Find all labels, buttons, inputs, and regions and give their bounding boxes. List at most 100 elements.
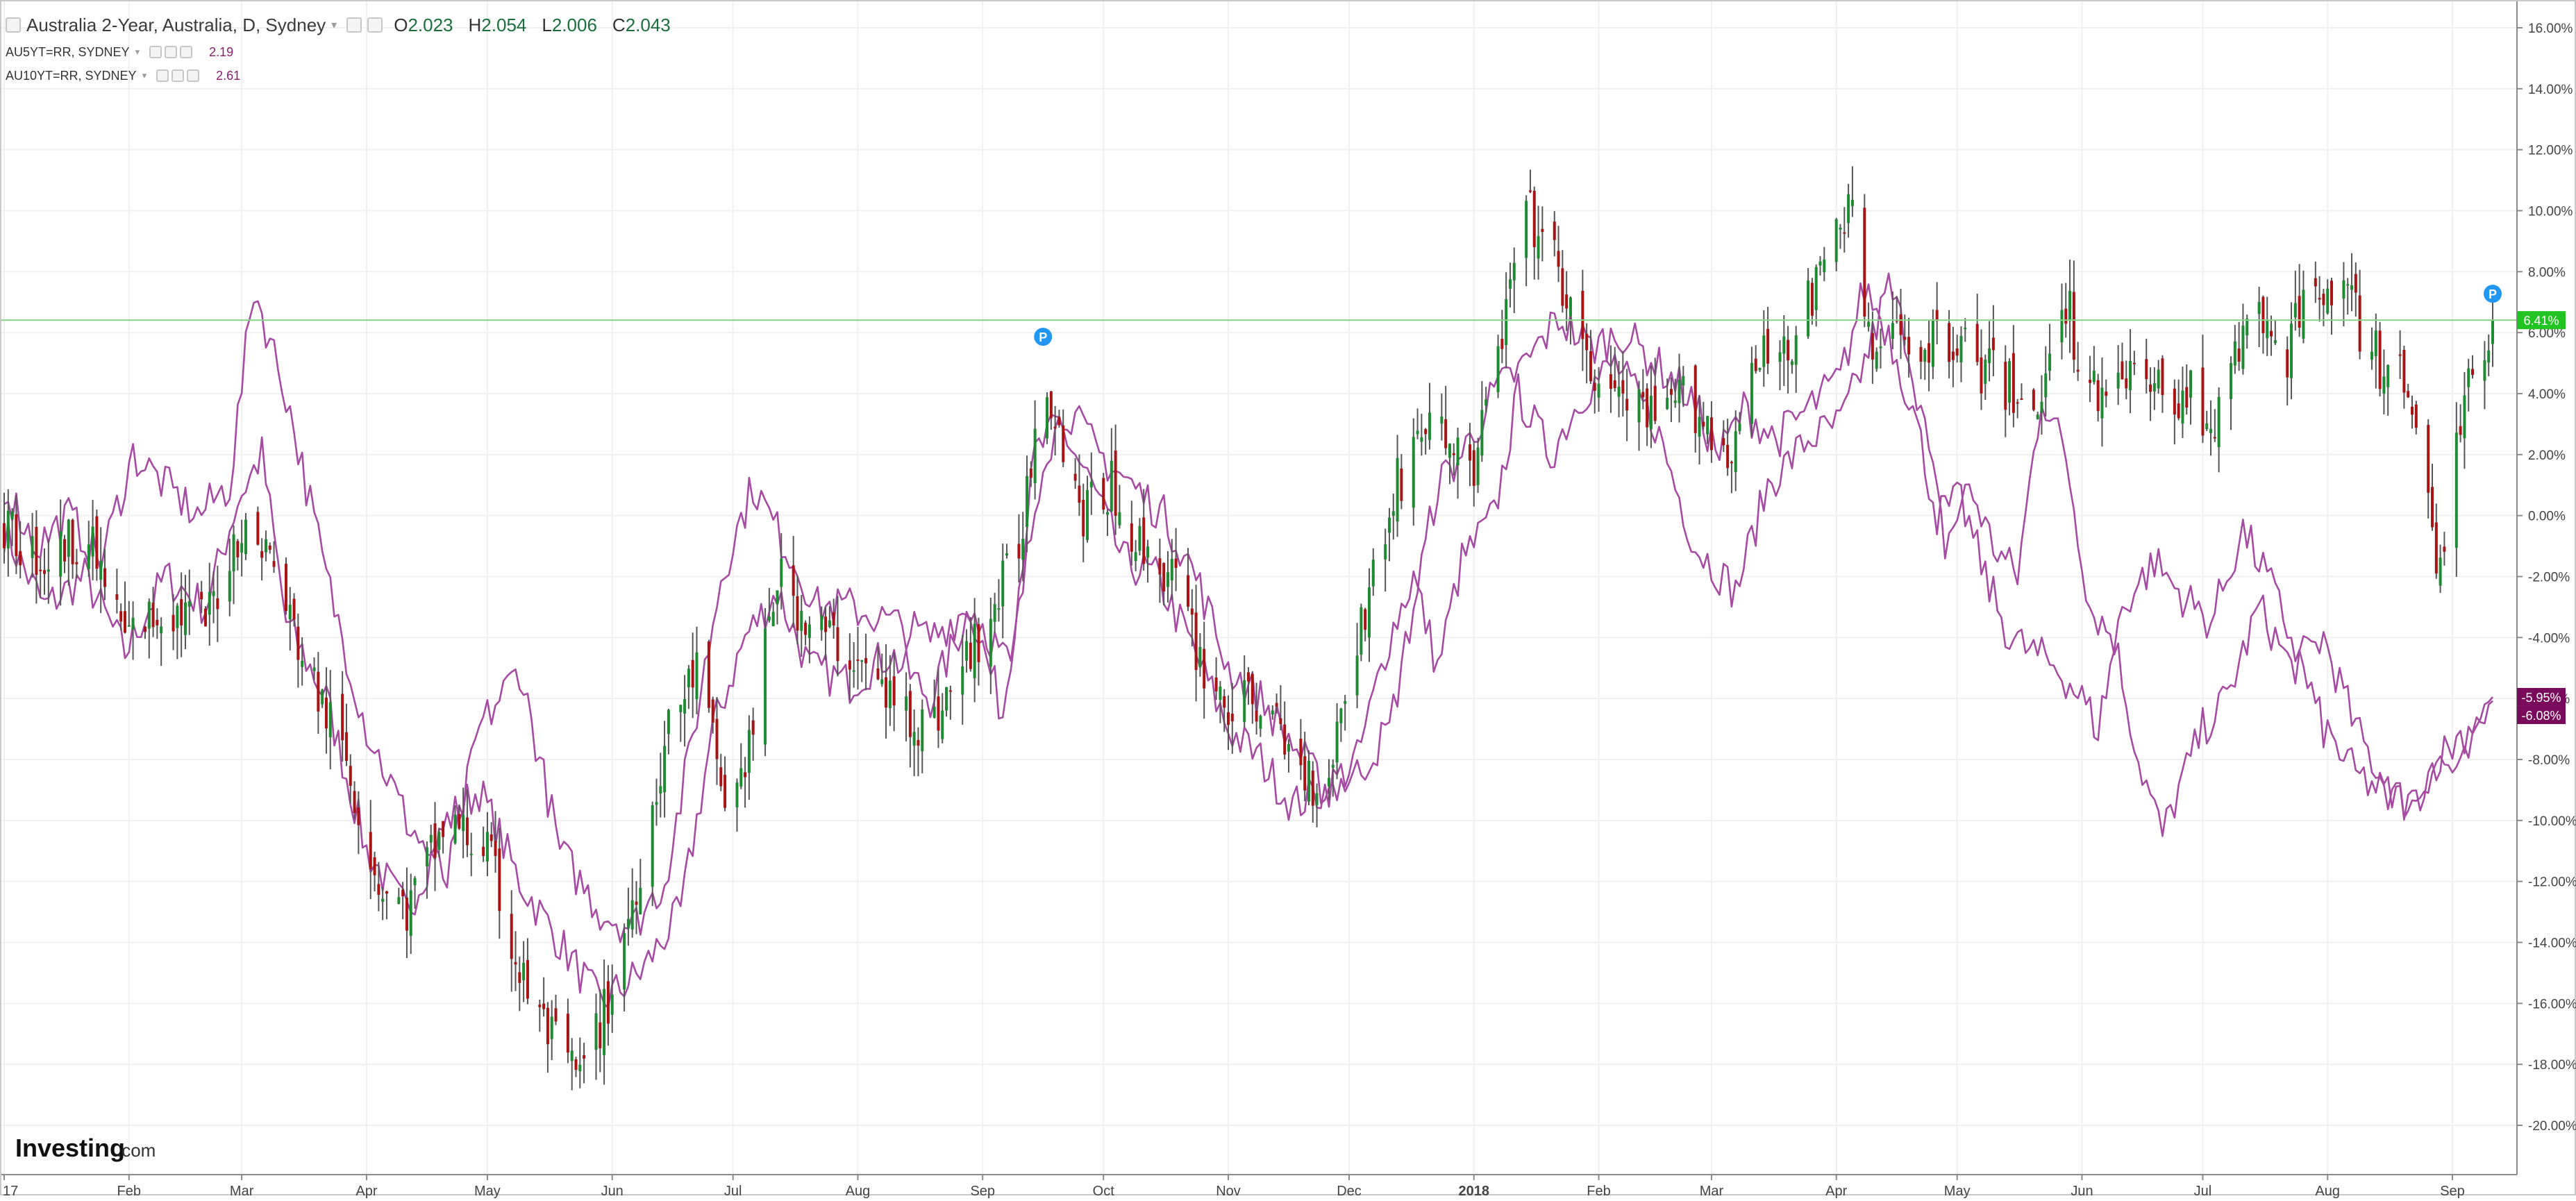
close-icon[interactable] bbox=[180, 46, 193, 58]
candlestick bbox=[691, 632, 694, 719]
candlestick bbox=[908, 684, 912, 768]
candlestick bbox=[1166, 551, 1170, 603]
candle-body bbox=[232, 534, 235, 572]
candle-body bbox=[1750, 362, 1753, 424]
candlestick bbox=[2048, 324, 2052, 381]
chevron-down-icon[interactable]: ▾ bbox=[142, 70, 147, 81]
candle-body bbox=[1597, 383, 1600, 398]
candle-body bbox=[1955, 348, 1959, 356]
candle-body bbox=[288, 605, 292, 620]
candle-body bbox=[2068, 291, 2072, 321]
candle-body bbox=[948, 690, 952, 692]
candlestick bbox=[1255, 682, 1258, 735]
candle-body bbox=[1073, 473, 1077, 481]
x-tick-label: Apr bbox=[1825, 1184, 1847, 1199]
candlestick bbox=[2314, 261, 2317, 303]
y-tick-label: -16.00% bbox=[2528, 997, 2576, 1011]
candle-body bbox=[876, 668, 880, 680]
candlestick bbox=[6, 489, 10, 577]
x-tick-label: May bbox=[474, 1184, 501, 1199]
candle-body bbox=[522, 962, 526, 981]
candle-body bbox=[1787, 339, 1790, 361]
y-tick-label: -20.00% bbox=[2528, 1119, 2576, 1134]
settings-icon[interactable] bbox=[346, 17, 362, 33]
candlestick bbox=[1162, 562, 1166, 605]
x-tick-label: Sep bbox=[2440, 1184, 2465, 1199]
candlestick bbox=[659, 753, 662, 818]
candlestick bbox=[1919, 340, 1923, 380]
candlestick bbox=[1541, 206, 1544, 262]
candlestick bbox=[905, 672, 908, 741]
candle-body bbox=[2273, 340, 2277, 344]
candle-body bbox=[526, 959, 529, 999]
candlestick bbox=[546, 1002, 549, 1073]
hide-icon[interactable] bbox=[367, 17, 383, 33]
collapse-icon[interactable] bbox=[6, 17, 21, 33]
settings-icon[interactable] bbox=[156, 69, 169, 82]
candle-body bbox=[31, 536, 34, 558]
candlestick bbox=[606, 965, 610, 1046]
candlestick bbox=[1964, 318, 1967, 342]
hide-icon[interactable] bbox=[172, 69, 185, 82]
candle-body bbox=[328, 702, 332, 737]
candlestick bbox=[1271, 705, 1274, 720]
candle-body bbox=[240, 543, 244, 553]
candle-body bbox=[1194, 612, 1198, 671]
candlestick bbox=[1283, 701, 1287, 759]
chevron-down-icon[interactable]: ▾ bbox=[135, 47, 140, 57]
candlestick bbox=[1589, 330, 1592, 385]
candle-body bbox=[176, 605, 179, 628]
candlestick bbox=[349, 754, 352, 804]
candlestick bbox=[264, 530, 267, 562]
candle-body bbox=[2230, 362, 2233, 399]
candlestick bbox=[1339, 707, 1343, 742]
candle-body bbox=[1078, 485, 1081, 503]
candle-body bbox=[19, 551, 22, 566]
candlestick bbox=[494, 811, 497, 873]
candle-body bbox=[236, 541, 240, 557]
candle-body bbox=[1219, 686, 1222, 700]
candle-body bbox=[1046, 397, 1049, 439]
chart-legend: Australia 2-Year, Australia, D, Sydney ▾… bbox=[6, 10, 686, 87]
candlestick bbox=[1984, 354, 1987, 401]
x-tick-label: Feb bbox=[1587, 1184, 1610, 1199]
candlestick bbox=[1017, 514, 1021, 583]
chevron-down-icon[interactable]: ▾ bbox=[331, 19, 337, 31]
candle-body bbox=[1187, 575, 1190, 607]
close-icon[interactable] bbox=[187, 69, 200, 82]
candle-body bbox=[659, 786, 662, 793]
hide-icon[interactable] bbox=[165, 46, 178, 58]
candlestick bbox=[1709, 401, 1713, 463]
candlestick bbox=[603, 959, 606, 1085]
candle-body bbox=[2241, 325, 2245, 369]
candle-body bbox=[1444, 419, 1448, 448]
candle-body bbox=[498, 848, 501, 912]
candle-body bbox=[1899, 314, 1902, 335]
candle-body bbox=[123, 611, 126, 633]
candlestick bbox=[2411, 395, 2414, 429]
candle-body bbox=[208, 591, 211, 615]
candlestick bbox=[1170, 539, 1173, 600]
candlestick bbox=[2016, 398, 2019, 419]
comparison-legend-au10y[interactable]: AU10YT=RR, SYDNEY ▾ 2.61 bbox=[6, 64, 686, 87]
settings-icon[interactable] bbox=[149, 46, 162, 58]
candle-body bbox=[2346, 284, 2350, 286]
candlestick bbox=[1980, 329, 1983, 410]
candlestick bbox=[341, 671, 344, 762]
candle-body bbox=[905, 696, 908, 711]
candlestick bbox=[1367, 568, 1371, 662]
ohlc-high-value: 2.054 bbox=[481, 14, 527, 35]
candlestick bbox=[848, 633, 851, 700]
candle-body bbox=[1528, 190, 1532, 192]
x-tick-label: 2018 bbox=[1459, 1184, 1490, 1199]
candle-body bbox=[651, 805, 654, 887]
comparison-legend-au5y[interactable]: AU5YT=RR, SYDNEY ▾ 2.19 bbox=[6, 40, 686, 64]
candlestick bbox=[1364, 607, 1367, 641]
candle-body bbox=[1766, 328, 1770, 364]
value-badge-box bbox=[2517, 687, 2566, 706]
candlestick bbox=[2145, 338, 2148, 394]
main-series-legend[interactable]: Australia 2-Year, Australia, D, Sydney ▾… bbox=[6, 10, 686, 40]
candlestick bbox=[2261, 295, 2265, 354]
